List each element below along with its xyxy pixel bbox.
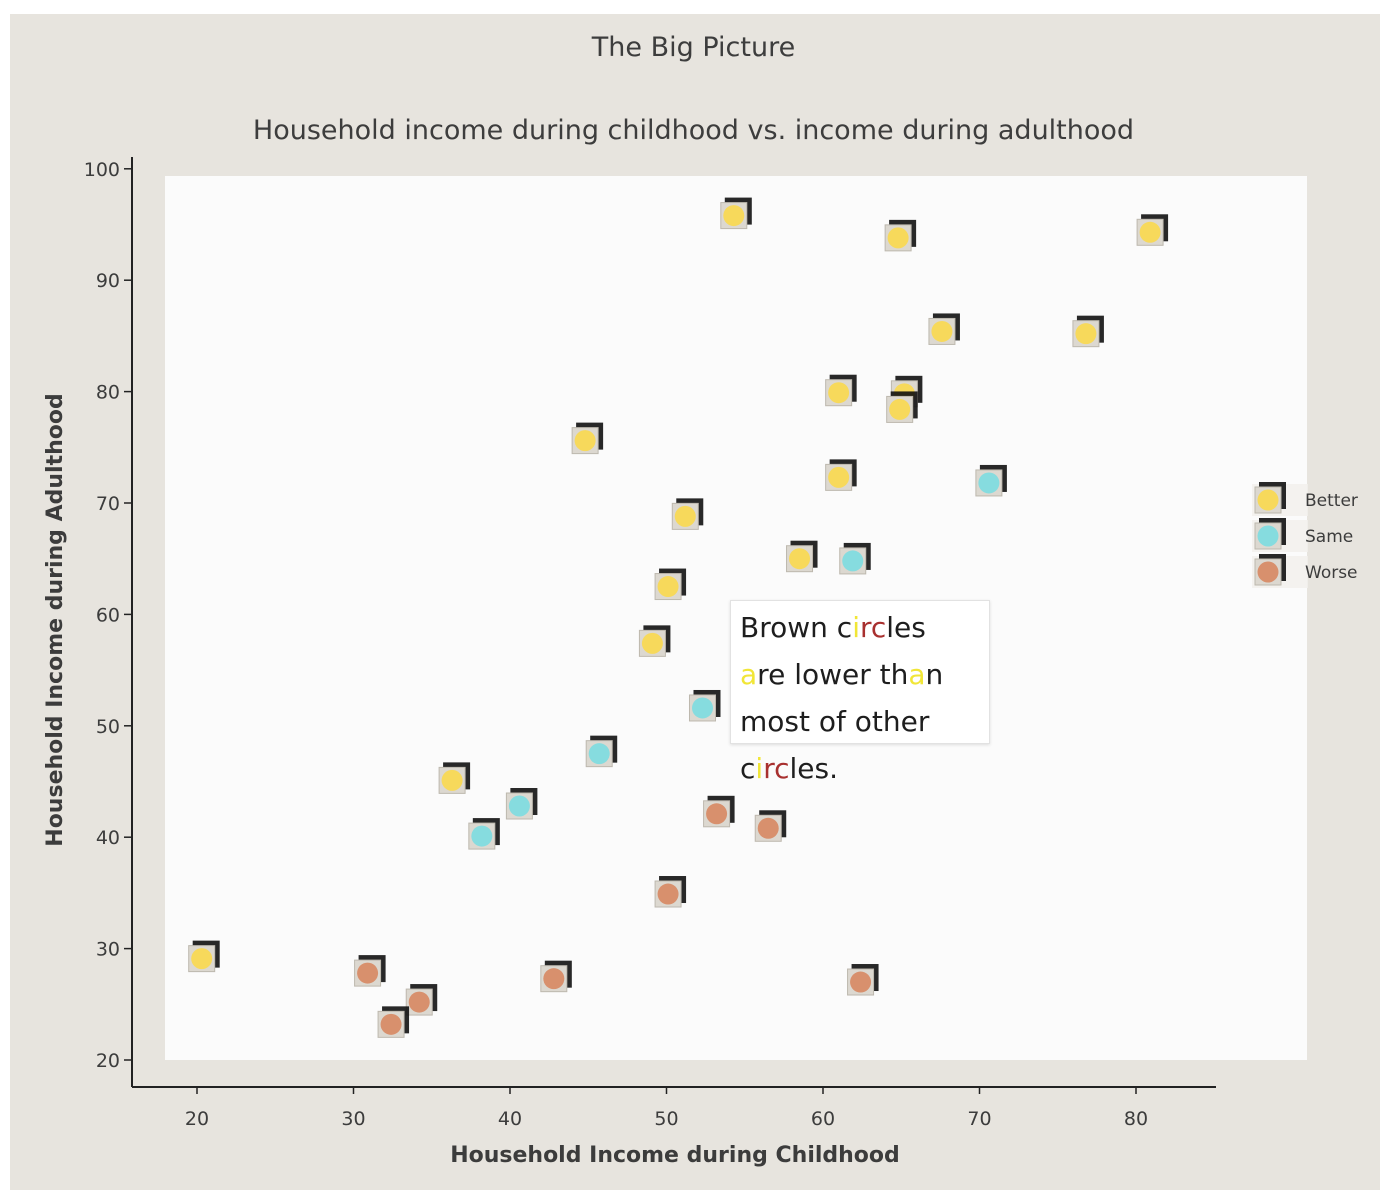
- x-tick-label: 40: [498, 1108, 522, 1130]
- annotation-box: [730, 600, 990, 744]
- data-point-worse: [703, 795, 735, 828]
- data-point-better: [825, 459, 857, 491]
- data-point-worse: [654, 876, 687, 908]
- data-point-better: [654, 568, 687, 601]
- annotation-segment: Brown c: [740, 611, 853, 644]
- data-point-better: [638, 625, 671, 657]
- legend-marker-better: [1254, 482, 1286, 514]
- annotation-segment: a: [740, 658, 758, 691]
- data-point-better: [720, 197, 752, 230]
- annotation-segment: re lower th: [757, 658, 909, 691]
- y-tick-label: 40: [96, 827, 120, 849]
- data-point-better: [786, 540, 818, 573]
- data-point-better: [671, 498, 704, 530]
- annotation-segment: c: [740, 752, 756, 785]
- y-tick-label: 80: [96, 382, 120, 404]
- annotation-segment: i: [755, 752, 764, 785]
- data-point-same: [468, 818, 500, 850]
- data-point-better: [571, 422, 604, 455]
- data-point-better: [188, 940, 220, 973]
- annotation-segment: les: [886, 611, 926, 644]
- data-point-worse: [540, 960, 572, 993]
- x-tick-label: 70: [967, 1108, 991, 1130]
- annotation-text: Brown circles are lower than most of other…: [740, 604, 980, 792]
- annotation-line: Brown circles: [740, 604, 980, 651]
- annotation-line: most of other: [740, 698, 980, 745]
- annotation-segment: rc: [859, 611, 887, 644]
- y-tick-label: 100: [84, 159, 120, 181]
- y-tick-label: 70: [96, 493, 120, 515]
- data-point-worse: [377, 1006, 410, 1038]
- y-tick-label: 90: [96, 270, 120, 292]
- x-tick-label: 30: [341, 1108, 365, 1130]
- y-tick-label: 20: [96, 1050, 120, 1072]
- x-tick-label: 80: [1124, 1108, 1148, 1130]
- y-axis-title: Household Income during Adulthood: [43, 393, 68, 846]
- data-point-better: [1136, 214, 1169, 246]
- data-point-better: [825, 374, 857, 407]
- legend-marker-same: [1254, 518, 1286, 550]
- annotation-segment: les.: [789, 752, 838, 785]
- legend-label-same: Same: [1305, 527, 1353, 547]
- annotation-segment: n: [925, 658, 944, 691]
- annotation-segment: i: [852, 611, 860, 644]
- data-point-worse: [405, 984, 438, 1016]
- data-point-worse: [847, 964, 879, 996]
- annotation-line: circles.: [740, 745, 980, 792]
- data-point-worse: [754, 810, 787, 842]
- data-point-better: [1072, 315, 1104, 348]
- annotation-segment: rc: [763, 752, 790, 785]
- x-tick-label: 60: [811, 1108, 835, 1130]
- x-tick-label: 20: [185, 1108, 209, 1130]
- data-point-better: [438, 762, 471, 794]
- data-point-same: [585, 735, 618, 768]
- x-tick-label: 50: [654, 1108, 678, 1130]
- data-point-same: [975, 464, 1007, 497]
- x-axis-title: Household Income during Childhood: [450, 1143, 900, 1168]
- y-tick-label: 60: [96, 604, 120, 626]
- data-point-better: [928, 313, 960, 345]
- data-point-same: [505, 788, 538, 820]
- chart-subtitle: Household income during childhood vs. in…: [252, 115, 1135, 146]
- data-point-same: [688, 689, 721, 722]
- data-point-same: [839, 542, 871, 575]
- data-point-better: [886, 391, 918, 423]
- data-point-worse: [354, 955, 386, 987]
- data-point-better: [884, 219, 917, 252]
- annotation-segment: a: [908, 658, 926, 691]
- legend-label-better: Better: [1305, 491, 1358, 511]
- y-tick-label: 30: [96, 939, 120, 961]
- annotation-line: are lower than: [740, 651, 980, 698]
- annotation-segment: most of other: [740, 705, 930, 738]
- y-tick-label: 50: [96, 716, 120, 738]
- chart-title: The Big Picture: [591, 32, 796, 63]
- legend-marker-worse: [1254, 554, 1286, 586]
- legend-label-worse: Worse: [1305, 563, 1358, 583]
